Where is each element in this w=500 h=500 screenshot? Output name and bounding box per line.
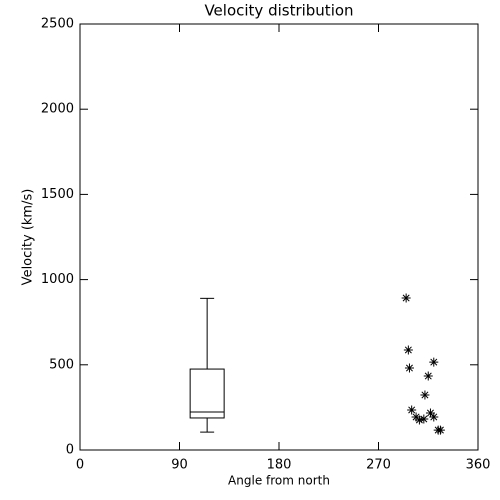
- x-tick-label: 180: [267, 458, 292, 473]
- y-tick-label: 0: [66, 443, 74, 458]
- asterisk-point: [435, 425, 445, 435]
- y-tick-label: 1500: [41, 187, 74, 202]
- y-axis-label: Velocity (km/s): [21, 189, 36, 286]
- asterisk-point: [423, 371, 433, 381]
- asterisk-point: [403, 345, 413, 355]
- x-tick-label: 360: [466, 458, 491, 473]
- y-tick-label: 2000: [41, 102, 74, 117]
- asterisk-point: [429, 412, 439, 422]
- y-tick-label: 2500: [41, 17, 74, 32]
- box: [189, 368, 225, 419]
- plot-frame: [79, 23, 479, 451]
- asterisk-point: [404, 363, 414, 373]
- asterisk-point: [420, 390, 430, 400]
- y-tick-label: 500: [49, 357, 74, 372]
- x-axis-label: Angle from north: [228, 474, 330, 488]
- y-tick-label: 1000: [41, 272, 74, 287]
- asterisk-point: [429, 357, 439, 367]
- asterisk-point: [419, 414, 429, 424]
- asterisk-point: [425, 408, 435, 418]
- asterisk-point: [407, 405, 417, 415]
- asterisk-point: [414, 415, 424, 425]
- asterisk-point: [411, 412, 421, 422]
- x-tick-label: 0: [76, 458, 84, 473]
- asterisk-point: [401, 293, 411, 303]
- chart-title: Velocity distribution: [204, 2, 353, 20]
- x-tick-label: 270: [366, 458, 391, 473]
- x-tick-label: 90: [171, 458, 188, 473]
